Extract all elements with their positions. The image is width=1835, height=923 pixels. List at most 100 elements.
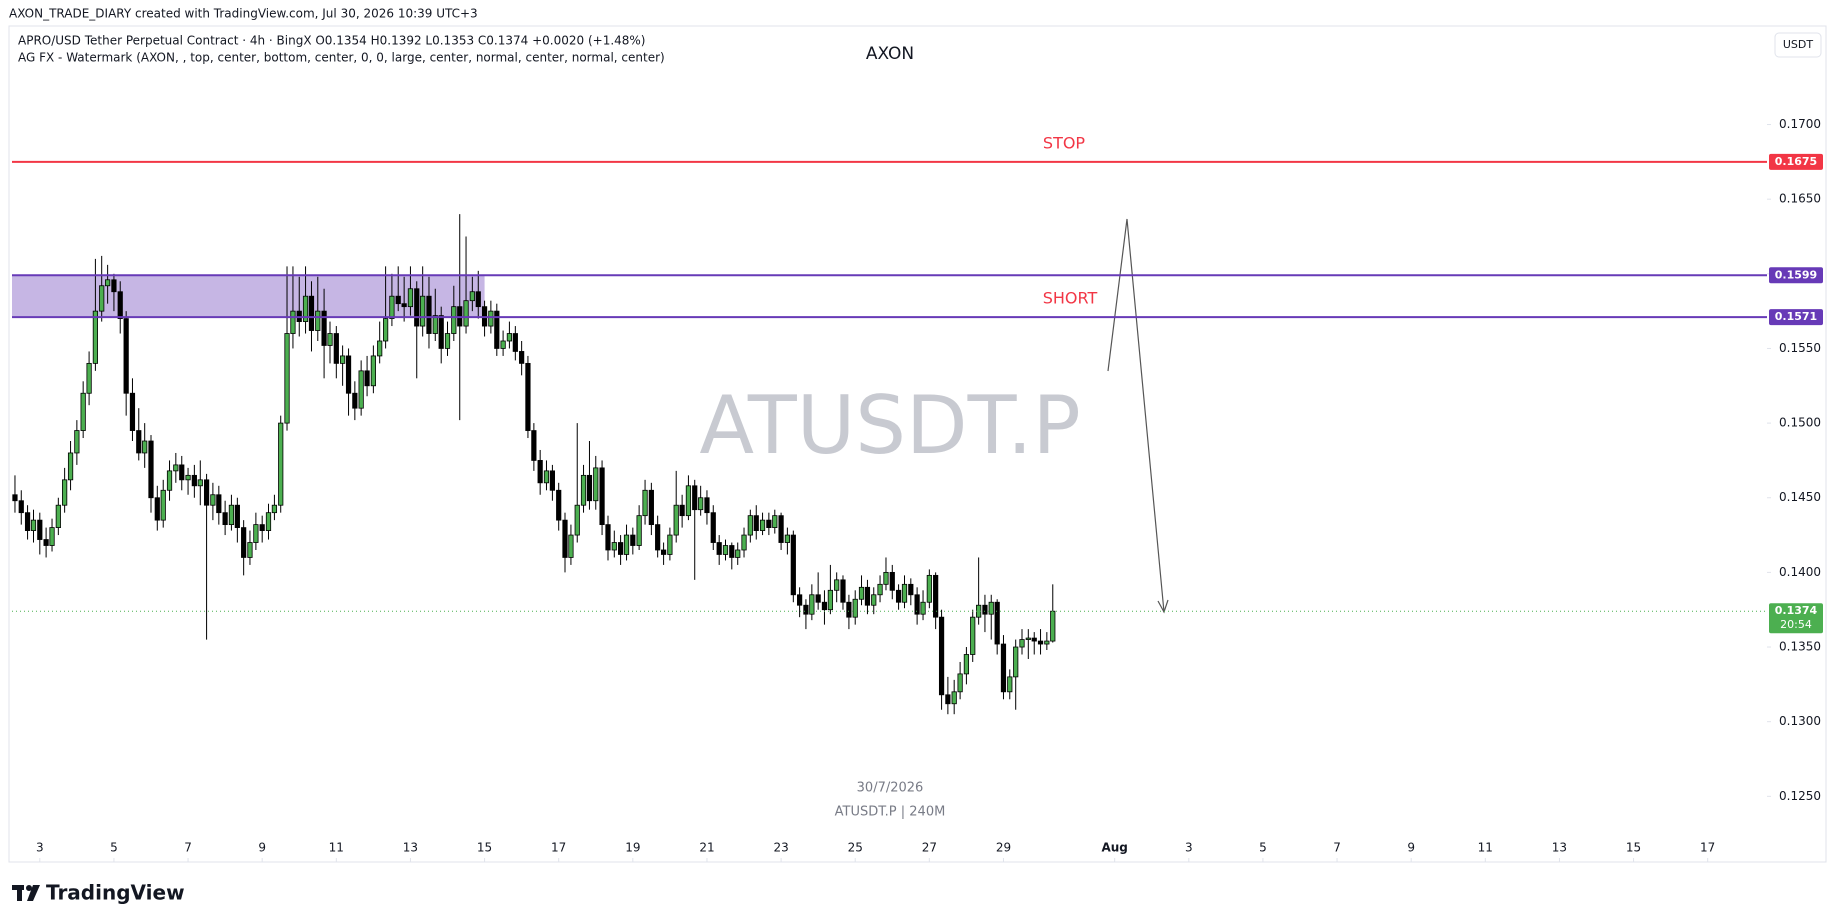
- candle-body: [420, 295, 426, 327]
- candle-body: [692, 485, 698, 511]
- candle-body: [679, 504, 685, 517]
- x-tick-label: 15: [477, 841, 492, 855]
- candle-body: [370, 355, 376, 387]
- y-tick-label: 0.1550: [1779, 341, 1821, 355]
- candle-body: [438, 315, 444, 349]
- candle-body: [475, 291, 481, 308]
- candle-body: [284, 333, 290, 424]
- candle-body: [660, 549, 667, 555]
- x-tick-label: 19: [625, 841, 640, 855]
- candle-body: [123, 318, 129, 394]
- candle-body: [136, 430, 142, 454]
- x-tick-label: 9: [1407, 841, 1415, 855]
- candle-body: [105, 279, 111, 287]
- candle-body: [99, 285, 105, 312]
- candle-body: [197, 479, 203, 487]
- candle-body: [315, 310, 321, 331]
- arrow-path: [1107, 218, 1165, 613]
- candle-body: [92, 310, 99, 364]
- candle-body: [340, 355, 346, 364]
- candle-body: [926, 574, 932, 603]
- candle-body: [302, 295, 309, 322]
- x-tick-label: 29: [996, 841, 1011, 855]
- candle-body: [401, 303, 407, 308]
- candle-body: [871, 594, 877, 606]
- candle-body: [846, 601, 852, 618]
- candle-body: [648, 489, 654, 526]
- candle-body: [642, 489, 648, 517]
- candle-body: [444, 333, 451, 349]
- candle-body: [500, 340, 506, 349]
- x-tick-label: 7: [1333, 841, 1341, 855]
- candle-body: [784, 534, 790, 543]
- y-tick-label: 0.1300: [1779, 714, 1821, 728]
- candle-body: [271, 504, 278, 514]
- candle-body: [1019, 639, 1025, 648]
- candle-body: [519, 351, 525, 364]
- candle-body: [18, 500, 24, 514]
- x-tick-label: 13: [403, 841, 418, 855]
- candle-body: [451, 306, 457, 334]
- candle-body: [148, 440, 154, 499]
- candle-body: [623, 534, 630, 555]
- candle-body: [488, 310, 494, 327]
- level-label: SHORT: [1043, 289, 1098, 308]
- candle-body: [938, 616, 945, 696]
- candle-body: [1031, 637, 1037, 642]
- x-tick-label: 5: [1259, 841, 1267, 855]
- candle-body: [210, 494, 216, 506]
- candle-body: [67, 452, 74, 481]
- candle-body: [611, 542, 617, 551]
- candle-body: [1037, 640, 1044, 645]
- currency-button[interactable]: [1774, 32, 1822, 58]
- candle-body: [333, 333, 339, 364]
- logo-slash: [27, 885, 40, 901]
- candle-body: [988, 601, 994, 615]
- x-tick-label: 25: [848, 841, 863, 855]
- candle-body: [241, 527, 247, 558]
- candle-body: [86, 362, 92, 394]
- x-tick-label: Aug: [1101, 841, 1127, 855]
- x-tick-label: 11: [329, 841, 344, 855]
- candle-body: [55, 504, 61, 529]
- candle-body: [494, 310, 500, 349]
- candle-body: [179, 464, 185, 481]
- short-zone: [12, 275, 485, 318]
- logo-dot: [26, 885, 32, 891]
- candle-body: [580, 474, 587, 506]
- candle-body: [815, 594, 821, 603]
- candle-body: [24, 512, 31, 531]
- candle-body: [222, 512, 228, 526]
- candle-body: [951, 691, 957, 705]
- x-tick-label: 27: [922, 841, 937, 855]
- candle-body: [957, 673, 963, 693]
- level-tag-label: 0.1599: [1775, 268, 1817, 281]
- level-tag: [1769, 309, 1823, 326]
- candle-body: [895, 589, 902, 603]
- candle-body: [1013, 646, 1019, 678]
- candle-body: [432, 315, 438, 334]
- candle-body: [933, 574, 939, 618]
- x-tick-label: 23: [773, 841, 788, 855]
- candle-body: [753, 515, 759, 531]
- candle-body: [716, 542, 722, 555]
- x-tick-label: 17: [1700, 841, 1715, 855]
- candle-body: [1000, 643, 1007, 693]
- candle-body: [377, 340, 383, 357]
- candle-body: [778, 515, 784, 543]
- candle-body: [160, 489, 166, 521]
- candle-body: [166, 470, 173, 491]
- x-tick-label: 9: [258, 841, 266, 855]
- level-tag: [1769, 267, 1823, 284]
- candle-body: [803, 604, 809, 615]
- currency-label[interactable]: USDT: [1783, 38, 1814, 51]
- candle-body: [827, 589, 833, 611]
- credit: AXON_TRADE_DIARY created with TradingVie…: [9, 7, 478, 21]
- candle-body: [216, 494, 222, 514]
- candle-body: [908, 583, 914, 596]
- x-tick-label: 11: [1478, 841, 1493, 855]
- candle-body: [568, 534, 574, 558]
- candle-body: [685, 485, 692, 517]
- candle-body: [636, 515, 642, 546]
